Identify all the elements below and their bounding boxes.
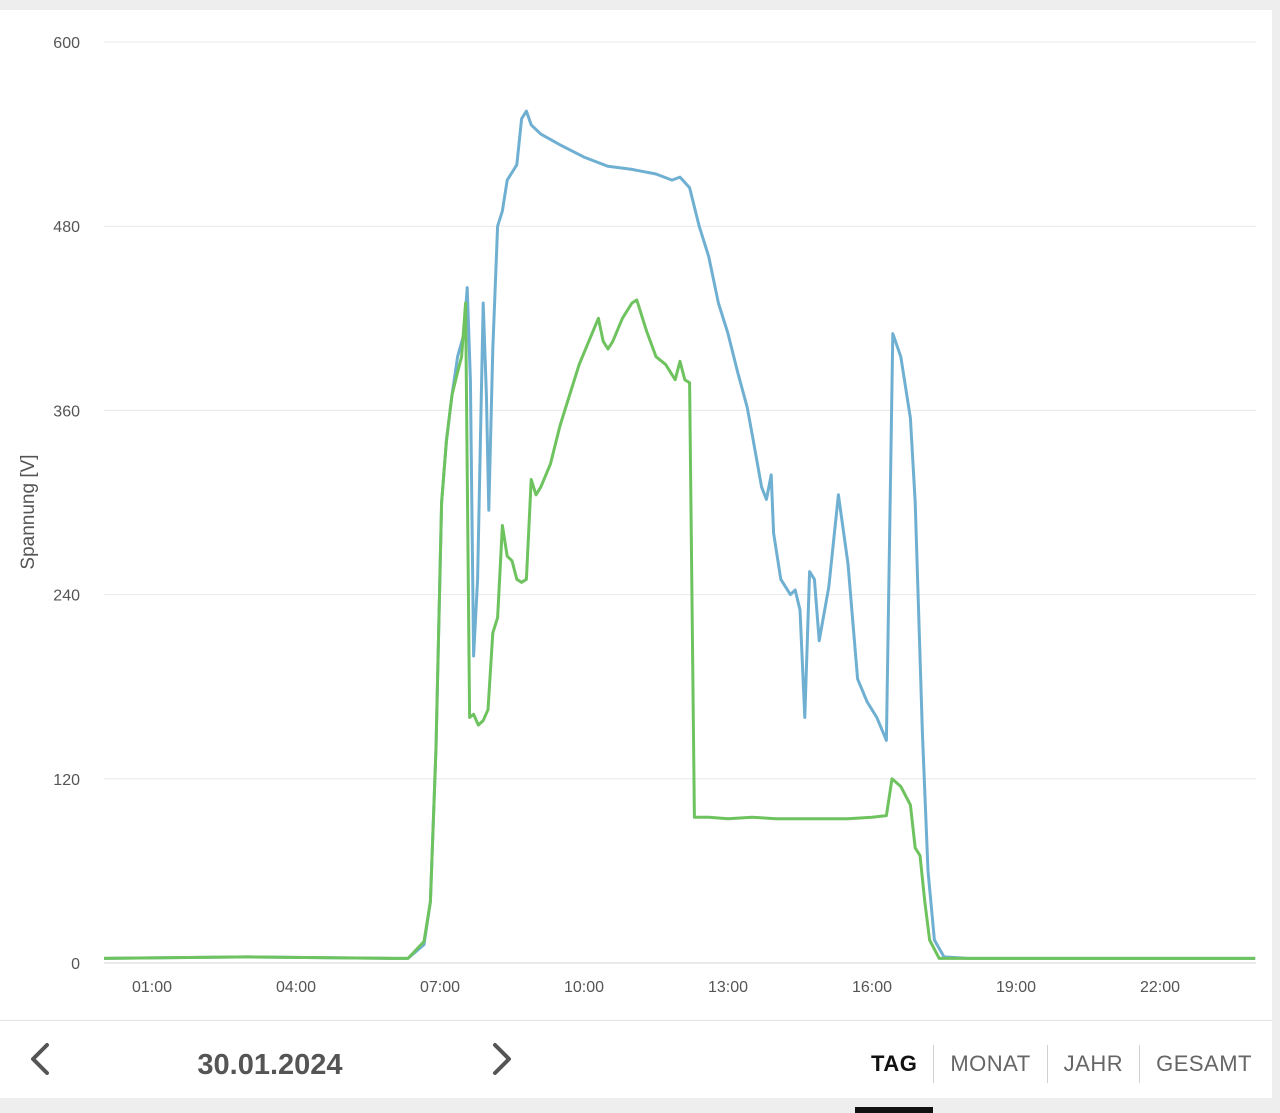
tab-jahr[interactable]: JAHR — [1046, 1045, 1139, 1083]
y-tick-label: 0 — [71, 956, 80, 973]
range-tabs: TAG MONAT JAHR GESAMT — [855, 1045, 1268, 1113]
chevron-right-icon — [493, 1043, 511, 1075]
y-tick-label: 120 — [53, 772, 80, 789]
tab-monat[interactable]: MONAT — [933, 1045, 1046, 1083]
series-line-2 — [103, 298, 1256, 960]
x-tick-label: 10:00 — [564, 979, 604, 996]
series-line-1 — [103, 109, 1256, 960]
x-tick-label: 16:00 — [852, 979, 892, 996]
next-date-button[interactable] — [482, 1039, 522, 1079]
y-tick-label: 480 — [53, 219, 80, 236]
x-tick-label: 13:00 — [708, 979, 748, 996]
previous-date-button[interactable] — [20, 1039, 60, 1079]
tab-gesamt[interactable]: GESAMT — [1139, 1045, 1268, 1083]
x-axis-ticks: 01:00 04:00 07:00 10:00 13:00 16:00 19:00 22:00 — [132, 979, 1180, 996]
y-tick-label: 360 — [53, 403, 80, 420]
x-tick-label: 04:00 — [276, 979, 316, 996]
voltage-chart: 0 120 240 360 480 600 01:00 04:00 07:00 10:00 13:… — [18, 35, 1256, 996]
chevron-left-icon — [31, 1043, 49, 1075]
chart-card: 0 120 240 360 480 600 01:00 04:00 07:00 10:00 13:… — [0, 10, 1272, 1113]
x-tick-label: 19:00 — [996, 979, 1036, 996]
y-axis-title: Spannung [V] — [18, 454, 39, 569]
chart-footer: 30.01.2024 TAG MONAT JAHR GESAMT — [0, 1020, 1272, 1113]
y-tick-label: 600 — [53, 35, 80, 52]
x-tick-label: 01:00 — [132, 979, 172, 996]
x-tick-label: 22:00 — [1140, 979, 1180, 996]
y-axis-ticks: 0 120 240 360 480 600 — [53, 35, 80, 973]
grid-lines — [104, 41, 1256, 964]
y-tick-label: 240 — [53, 588, 80, 605]
x-tick-label: 07:00 — [420, 979, 460, 996]
current-date: 30.01.2024 — [197, 1049, 343, 1081]
series-lines — [103, 109, 1256, 960]
tab-tag[interactable]: TAG — [855, 1045, 934, 1113]
